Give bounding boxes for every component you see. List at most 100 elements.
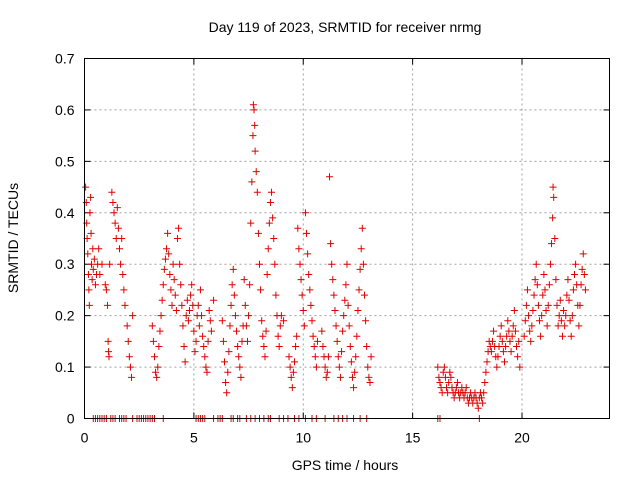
data-point (101, 281, 109, 289)
data-point (579, 250, 587, 258)
data-point (555, 312, 563, 320)
data-point (274, 332, 282, 340)
data-point (565, 296, 573, 304)
data-point (106, 260, 114, 268)
data-point (343, 260, 351, 268)
data-point (462, 384, 470, 392)
data-point (342, 281, 350, 289)
data-point (326, 173, 333, 181)
data-point (510, 307, 518, 314)
data-point (561, 322, 569, 330)
data-point (536, 317, 543, 325)
data-point (367, 353, 375, 361)
data-point (549, 183, 557, 191)
data-point (245, 312, 253, 320)
data-point (269, 214, 277, 222)
data-point (557, 317, 565, 325)
data-point (522, 301, 530, 309)
x-tick-label: 10 (295, 430, 311, 446)
data-point (516, 363, 524, 371)
x-tick-label: 0 (81, 430, 89, 446)
data-point (321, 363, 329, 371)
data-point (286, 363, 294, 371)
data-point (253, 188, 261, 196)
data-point (319, 343, 327, 350)
data-point (120, 286, 128, 294)
data-point (506, 337, 514, 345)
data-point (85, 286, 93, 294)
data-point (179, 322, 187, 330)
data-point (242, 322, 250, 330)
data-point (525, 312, 533, 320)
data-point (362, 317, 370, 325)
data-point (569, 286, 577, 294)
data-point (439, 368, 447, 376)
data-point (312, 363, 320, 371)
data-point (181, 358, 189, 366)
data-point (226, 322, 234, 330)
data-point (354, 307, 362, 314)
data-point (96, 271, 104, 278)
data-point (436, 379, 444, 386)
data-point (155, 343, 163, 350)
data-point (266, 199, 274, 206)
data-point (308, 317, 316, 325)
data-point (87, 229, 95, 237)
data-point (538, 312, 546, 320)
data-point (453, 379, 461, 386)
data-point (237, 373, 245, 381)
data-point (265, 219, 273, 227)
data-point (109, 199, 117, 206)
data-point (263, 271, 271, 278)
data-point (502, 343, 510, 350)
data-point (291, 358, 298, 366)
chart-title: Day 119 of 2023, SRMTID for receiver nrm… (209, 19, 482, 35)
data-point (204, 337, 212, 345)
data-point (529, 307, 537, 314)
data-point (327, 240, 335, 248)
data-point (297, 276, 305, 284)
data-point (480, 389, 488, 397)
data-point (309, 332, 317, 340)
data-point (514, 353, 522, 361)
data-point (552, 276, 560, 284)
data-point (344, 301, 352, 309)
data-point (509, 322, 517, 330)
data-point (495, 343, 503, 350)
data-point (564, 276, 572, 284)
data-point (89, 245, 97, 253)
data-point (164, 229, 172, 237)
data-point (293, 332, 301, 340)
data-point (440, 363, 448, 371)
data-point (124, 337, 132, 345)
data-point (91, 281, 99, 289)
data-point (299, 307, 307, 314)
data-point (163, 245, 171, 253)
data-point (219, 337, 227, 345)
data-point (173, 235, 181, 242)
data-point (248, 178, 256, 186)
data-point (149, 337, 157, 345)
data-point (356, 265, 364, 273)
data-point (306, 286, 314, 294)
data-point (353, 332, 361, 340)
data-point (345, 322, 353, 330)
data-point (222, 379, 230, 386)
data-point (184, 317, 192, 325)
data-point (521, 317, 529, 325)
data-point (296, 260, 304, 268)
data-point (121, 301, 129, 309)
data-point (271, 260, 279, 268)
data-point (175, 224, 183, 232)
data-point (550, 193, 558, 201)
data-point (334, 353, 342, 361)
data-point (259, 332, 267, 340)
data-point (200, 343, 208, 350)
data-point (177, 281, 185, 289)
data-point (347, 358, 355, 366)
data-point (203, 368, 211, 376)
data-point (332, 322, 340, 330)
data-point (498, 337, 506, 345)
data-point (328, 260, 336, 268)
data-point (505, 327, 513, 335)
